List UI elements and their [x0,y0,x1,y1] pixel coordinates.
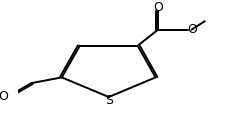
Text: O: O [153,1,163,14]
Text: S: S [105,94,113,107]
Text: O: O [0,90,8,103]
Text: O: O [187,23,197,36]
